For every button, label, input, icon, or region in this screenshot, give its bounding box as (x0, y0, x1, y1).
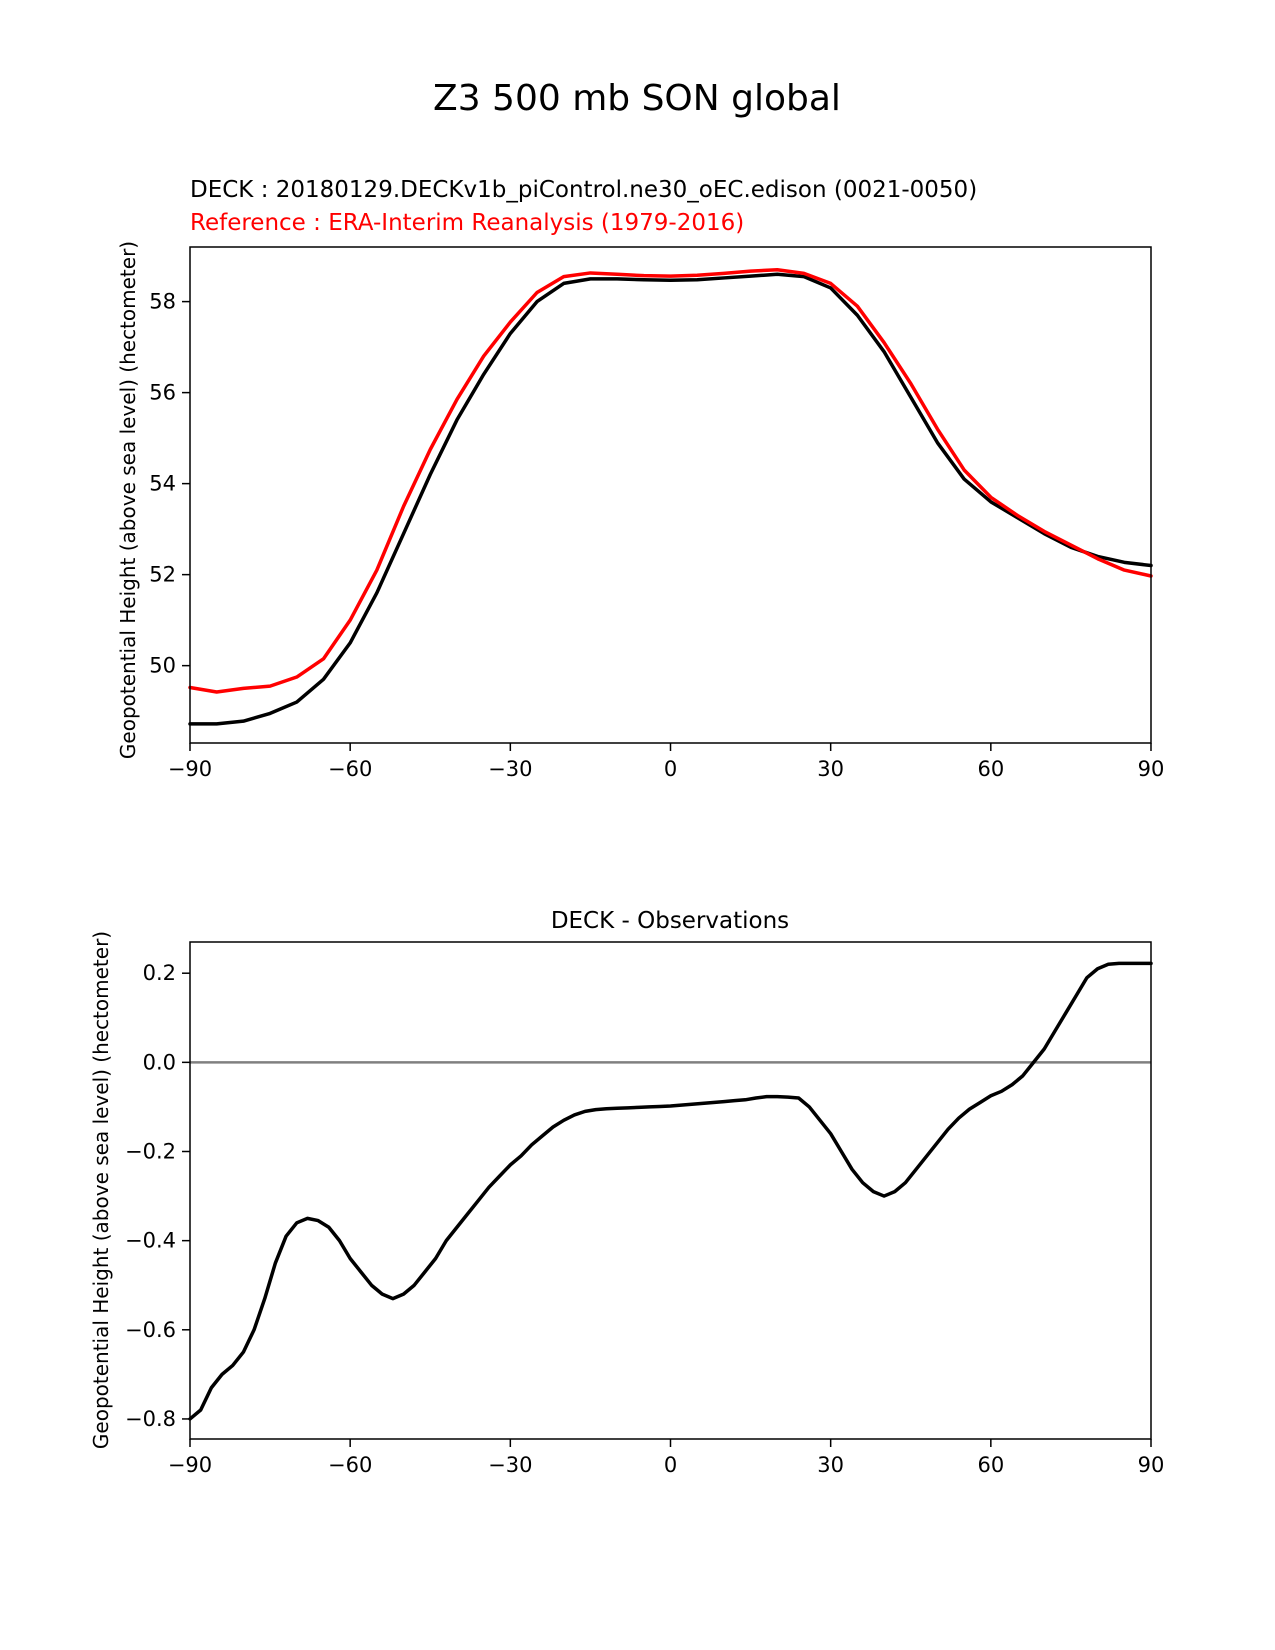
y-axis-label: Geopotential Height (above sea level) (h… (116, 241, 140, 759)
x-tick-label: 90 (1138, 757, 1165, 781)
x-tick-label: 0 (664, 1453, 677, 1477)
title-test: DECK : 20180129.DECKv1b_piControl.ne30_o… (190, 177, 977, 203)
difference-title: DECK - Observations (551, 908, 789, 934)
y-tick-label: −0.8 (125, 1407, 176, 1431)
x-tick-label: −60 (328, 1453, 372, 1477)
axis-ticks: −90 −60 −30 0 30 60 90 −0.8 −0.6 −0.4 −0.2 0.0 0.2 (125, 961, 1164, 1477)
x-tick-label: −90 (168, 757, 212, 781)
y-tick-label: −0.2 (125, 1139, 176, 1163)
x-tick-label: −30 (488, 757, 532, 781)
panel-climatology: DECK : 20180129.DECKv1b_piControl.ne30_o… (116, 177, 1164, 781)
y-axis-label: Geopotential Height (above sea level) (h… (89, 931, 113, 1449)
y-tick-label: 50 (149, 654, 176, 678)
series-group (188, 961, 1153, 1421)
y-tick-label: 0.0 (143, 1050, 176, 1074)
x-tick-label: −90 (168, 1453, 212, 1477)
panel-difference: DECK - Observations Geopotential Height … (89, 908, 1164, 1477)
y-tick-label: 56 (149, 381, 176, 405)
y-tick-label: 0.2 (143, 961, 176, 985)
x-tick-label: 90 (1138, 1453, 1165, 1477)
x-tick-label: 60 (977, 757, 1004, 781)
x-tick-label: −60 (328, 757, 372, 781)
x-tick-label: 30 (817, 1453, 844, 1477)
y-tick-label: 58 (149, 290, 176, 314)
y-tick-label: 54 (149, 472, 176, 496)
x-tick-label: 30 (817, 757, 844, 781)
series-line-deck (188, 272, 1153, 726)
x-tick-label: −30 (488, 1453, 532, 1477)
x-tick-label: 60 (977, 1453, 1004, 1477)
series-group (188, 268, 1153, 726)
x-tick-label: 0 (664, 757, 677, 781)
series-line-deck-observations (188, 961, 1153, 1421)
y-tick-label: 52 (149, 563, 176, 587)
suptitle: Z3 500 mb SON global (433, 78, 841, 119)
series-line-era-interim (188, 268, 1153, 694)
plot-frame (189, 246, 1152, 744)
y-tick-label: −0.6 (125, 1318, 176, 1342)
axis-ticks: −90 −60 −30 0 30 60 90 50 52 54 56 58 (149, 290, 1164, 781)
plot-frame (189, 941, 1152, 1440)
title-reference: Reference : ERA-Interim Reanalysis (1979… (190, 210, 744, 236)
y-tick-label: −0.4 (125, 1229, 176, 1253)
